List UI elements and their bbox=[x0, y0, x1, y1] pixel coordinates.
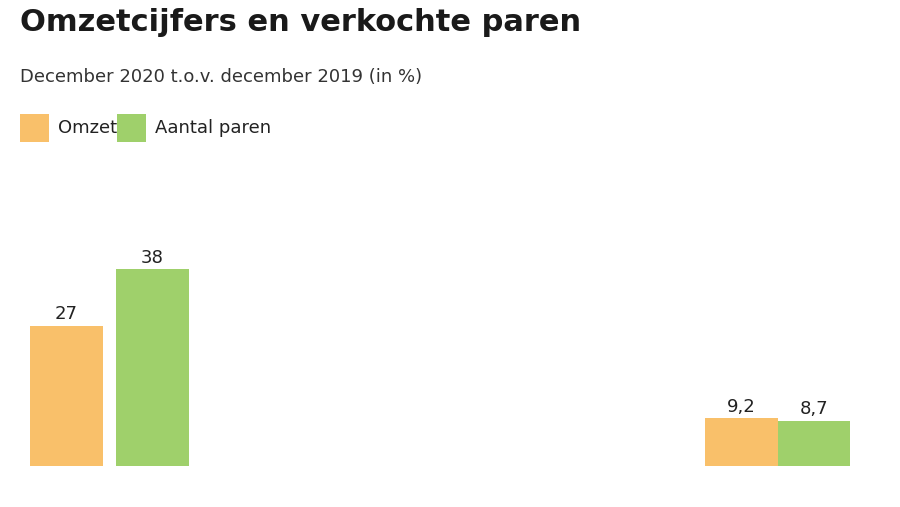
Bar bbox=[30, 326, 103, 465]
Text: 27: 27 bbox=[55, 306, 77, 323]
Bar bbox=[116, 269, 189, 465]
Bar bbox=[705, 418, 778, 465]
Text: 8,7: 8,7 bbox=[800, 400, 828, 418]
Text: December 2020 t.o.v. december 2019 (in %): December 2020 t.o.v. december 2019 (in %… bbox=[20, 68, 422, 87]
Text: Omzetcijfers en verkochte paren: Omzetcijfers en verkochte paren bbox=[20, 8, 580, 37]
Text: 9,2: 9,2 bbox=[727, 397, 756, 416]
Text: Omzet: Omzet bbox=[58, 119, 117, 137]
Text: Aantal paren: Aantal paren bbox=[155, 119, 271, 137]
Text: 38: 38 bbox=[140, 248, 164, 267]
Bar bbox=[778, 421, 850, 465]
